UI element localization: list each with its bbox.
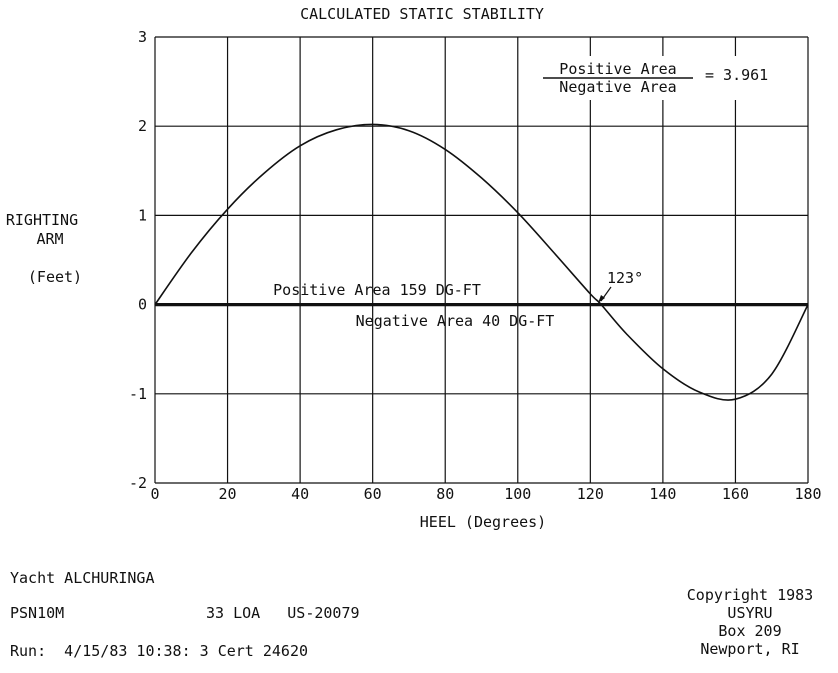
vanishing-angle-label: 123° — [607, 269, 643, 287]
x-tick-label-7: 140 — [649, 485, 676, 503]
copyright-line: Copyright 1983 — [686, 586, 814, 604]
x-tick-label-6: 120 — [577, 485, 604, 503]
vanishing-angle-arrowhead — [598, 295, 605, 303]
x-tick-label-8: 160 — [722, 485, 749, 503]
y-axis-label-line-0: RIGHTING — [6, 211, 78, 229]
y-tick-labels: 3 2 1 0 -1 -2 — [129, 28, 147, 492]
y-axis-label-line-2: (Feet) — [28, 268, 82, 286]
address-city-line: Newport, RI — [700, 640, 800, 658]
x-tick-labels: 0 20 40 60 80 100 120 140 160 180 — [150, 485, 821, 503]
x-tick-label-1: 20 — [219, 485, 237, 503]
x-tick-label-2: 40 — [291, 485, 309, 503]
x-tick-label-5: 100 — [504, 485, 531, 503]
y-tick-label-1: 2 — [138, 117, 147, 135]
y-tick-label-5: -2 — [129, 474, 147, 492]
ratio-denominator: Negative Area — [559, 78, 676, 96]
x-tick-label-9: 180 — [794, 485, 821, 503]
y-tick-label-2: 1 — [138, 206, 147, 224]
grid — [154, 36, 809, 484]
address-box-line: Box 209 — [718, 622, 782, 640]
ratio-numerator: Positive Area — [559, 60, 676, 78]
x-tick-label-0: 0 — [150, 485, 159, 503]
copyright-block: Copyright 1983 USYRU Box 209 Newport, RI — [670, 586, 830, 658]
positive-area-label: Positive Area 159 DG-FT — [273, 281, 481, 299]
yacht-name: Yacht ALCHURINGA — [10, 569, 155, 587]
loa-sail-number: 33 LOA US-20079 — [206, 604, 360, 622]
y-axis-label-line-1: ARM — [36, 230, 63, 248]
run-info: Run: 4/15/83 10:38: 3 Cert 24620 — [10, 642, 309, 660]
x-tick-label-4: 80 — [436, 485, 454, 503]
psn-label: PSN10M — [10, 604, 65, 622]
righting-arm-curve — [154, 123, 809, 401]
y-tick-label-3: 0 — [138, 296, 147, 314]
ratio-value: = 3.961 — [705, 66, 768, 84]
x-axis-label: HEEL (Degrees) — [420, 513, 546, 531]
y-tick-label-0: 3 — [138, 28, 147, 46]
publisher-line: USYRU — [727, 604, 773, 622]
chart-title: CALCULATED STATIC STABILITY — [300, 5, 544, 23]
area-ratio-box: Positive Area Negative Area = 3.961 — [536, 56, 794, 100]
y-tick-label-4: -1 — [129, 385, 147, 403]
x-tick-label-3: 60 — [364, 485, 382, 503]
negative-area-label: Negative Area 40 DG-FT — [356, 312, 555, 330]
